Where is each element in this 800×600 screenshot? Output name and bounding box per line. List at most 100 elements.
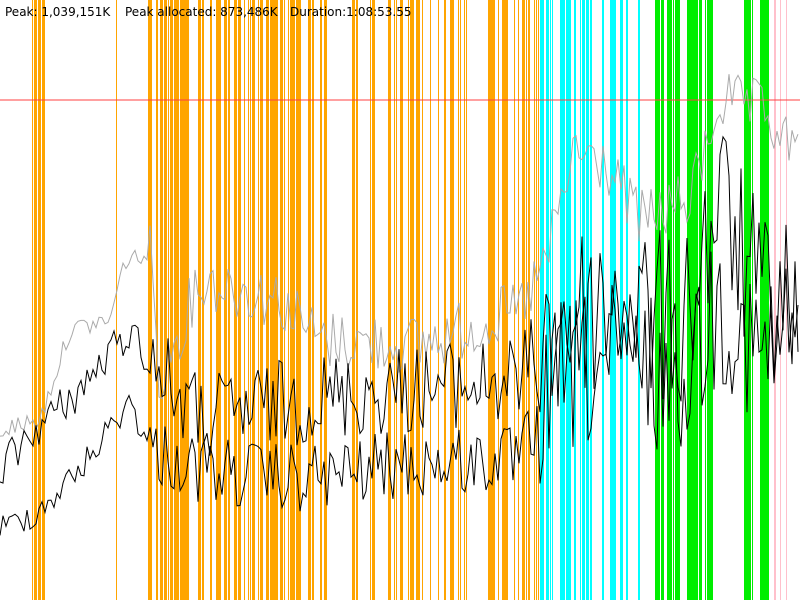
stripe	[260, 0, 263, 600]
stripe	[400, 0, 402, 600]
stripe	[418, 0, 420, 600]
stripe	[602, 0, 604, 600]
stripe	[168, 0, 169, 600]
stripe	[675, 0, 678, 600]
stripe	[312, 0, 314, 600]
stripe	[528, 0, 530, 600]
stripe	[296, 0, 298, 600]
stripe	[542, 0, 544, 600]
stripe	[780, 0, 781, 600]
stripe	[284, 0, 285, 600]
stripe	[148, 0, 151, 600]
stripe	[40, 0, 41, 600]
stripe	[661, 0, 664, 600]
stripe	[560, 0, 562, 600]
stripe	[248, 0, 249, 600]
stripe	[160, 0, 163, 600]
stripe	[150, 0, 152, 600]
stripe	[540, 0, 543, 600]
stripe	[760, 0, 763, 600]
stripe	[266, 0, 269, 600]
stripe	[691, 0, 693, 600]
stripe	[396, 0, 397, 600]
stripe	[590, 0, 592, 600]
stripe	[234, 0, 237, 600]
stripe	[490, 0, 493, 600]
stripe	[198, 0, 201, 600]
stripe	[252, 0, 255, 600]
stripe	[705, 0, 706, 600]
allocated-memory-line	[0, 135, 799, 484]
stripe	[226, 0, 227, 600]
stripe	[494, 0, 495, 600]
stripe	[412, 0, 414, 600]
stripe	[388, 0, 391, 600]
stripe	[746, 0, 748, 600]
stripe	[626, 0, 628, 600]
stripe	[566, 0, 568, 600]
stripe	[320, 0, 322, 600]
stripe	[42, 0, 45, 600]
stripe	[182, 0, 185, 600]
stripe	[324, 0, 327, 600]
stripe	[458, 0, 459, 600]
stripe	[667, 0, 670, 600]
stripe	[506, 0, 508, 600]
stripe	[32, 0, 33, 600]
stripe	[460, 0, 461, 600]
used-memory-line	[0, 251, 799, 536]
stripe	[218, 0, 221, 600]
stripe	[274, 0, 277, 600]
stripe	[677, 0, 680, 600]
stripe	[552, 0, 553, 600]
total-memory-line	[0, 74, 799, 437]
memory-lines	[0, 74, 799, 536]
stripe	[116, 0, 117, 600]
stripe	[430, 0, 431, 600]
stripe	[695, 0, 698, 600]
stripe	[663, 0, 664, 600]
stripe	[568, 0, 570, 600]
stripe	[238, 0, 240, 600]
stripe	[410, 0, 413, 600]
stripe	[176, 0, 179, 600]
stripe	[372, 0, 375, 600]
stripe	[452, 0, 454, 600]
duration-label: Duration:1:08:53.55	[290, 5, 412, 19]
stripe	[450, 0, 453, 600]
stripe	[538, 0, 539, 600]
stripe	[352, 0, 355, 600]
stripe	[280, 0, 283, 600]
stripe	[498, 0, 499, 600]
stripe	[534, 0, 535, 600]
stripe	[308, 0, 311, 600]
stripe	[356, 0, 358, 600]
stripe	[444, 0, 446, 600]
peak-allocated-label: Peak allocated: 873,486K	[125, 5, 279, 19]
stripe	[170, 0, 173, 600]
stripe	[202, 0, 204, 600]
stripe	[244, 0, 245, 600]
stripe	[290, 0, 292, 600]
stripe	[416, 0, 419, 600]
stripe	[300, 0, 301, 600]
stripe	[574, 0, 576, 600]
stripe	[276, 0, 278, 600]
stripe	[200, 0, 201, 600]
stripe	[220, 0, 221, 600]
stripe	[748, 0, 750, 600]
stripe	[164, 0, 167, 600]
stripe	[638, 0, 640, 600]
stripe	[36, 0, 37, 600]
stripe	[216, 0, 218, 600]
stripe	[240, 0, 241, 600]
stripe	[659, 0, 660, 600]
stripe	[488, 0, 491, 600]
stripe	[422, 0, 423, 600]
stripe	[620, 0, 623, 600]
stripe	[562, 0, 565, 600]
stripe	[184, 0, 187, 600]
event-stripes	[32, 0, 787, 600]
stripe	[673, 0, 674, 600]
stripe	[701, 0, 702, 600]
